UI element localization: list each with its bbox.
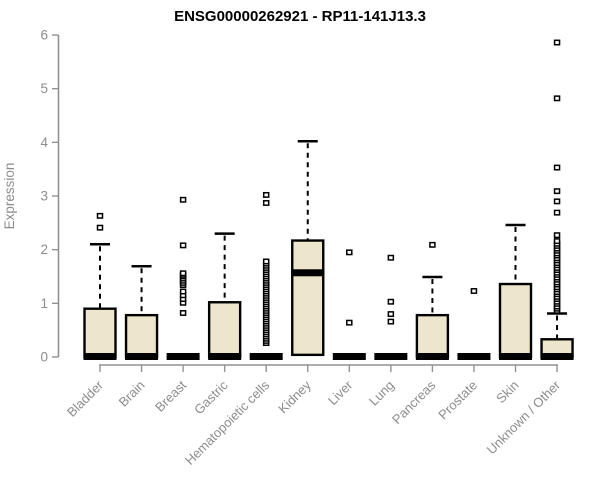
- outlier-point: [179, 196, 187, 203]
- outlier-point: [262, 191, 270, 198]
- outlier-point: [429, 241, 436, 248]
- y-axis-label: Expression: [2, 163, 17, 230]
- box-bladder: [83, 307, 117, 359]
- outlier-point: [96, 212, 104, 219]
- outlier-point: [553, 39, 561, 46]
- outlier-point: [262, 258, 270, 265]
- y-tick-label: 3: [40, 189, 48, 204]
- box-brain: [124, 313, 159, 359]
- outlier-point: [346, 319, 353, 326]
- y-tick-label: 5: [40, 81, 48, 96]
- x-tick-label: Brain: [116, 378, 148, 410]
- outlier-point: [553, 198, 561, 205]
- x-tick-label: Prostate: [435, 378, 480, 423]
- y-tick-label: 4: [40, 135, 48, 150]
- median-line: [374, 353, 408, 360]
- box-kidney: [291, 239, 325, 357]
- outlier-point: [387, 318, 395, 325]
- outlier-point: [553, 188, 561, 195]
- median-line: [83, 353, 117, 360]
- x-tick-label: Breast: [152, 377, 189, 414]
- median-line: [499, 353, 532, 360]
- outlier-point: [179, 242, 187, 249]
- y-tick-label: 1: [40, 296, 48, 311]
- box-gastric: [207, 301, 242, 359]
- outlier-point: [553, 232, 561, 239]
- outlier-point: [553, 95, 561, 102]
- outlier-point: [96, 224, 104, 231]
- chart-title: ENSG00000262921 - RP11-141J13.3: [174, 8, 426, 25]
- median-line: [332, 353, 366, 360]
- x-tick-label: Gastric: [191, 377, 231, 417]
- x-tick-label: Unknown / Other: [484, 377, 564, 457]
- median-line: [125, 353, 159, 360]
- x-tick-label: Pancreas: [389, 377, 439, 427]
- box-pancreas: [415, 313, 450, 359]
- outlier-point: [387, 311, 395, 318]
- outlier-point: [553, 238, 561, 245]
- x-tick-label: Bladder: [64, 377, 107, 420]
- median-line: [249, 353, 283, 360]
- x-tick-label: Skin: [493, 378, 521, 406]
- outlier-point: [470, 288, 478, 294]
- median-line: [166, 353, 200, 360]
- x-tick-label: Kidney: [275, 377, 314, 416]
- x-tick-label: Liver: [325, 377, 356, 408]
- median-line: [291, 269, 325, 277]
- outlier-point: [553, 209, 561, 216]
- median-line: [540, 353, 574, 360]
- outlier-point: [262, 200, 270, 206]
- outlier-point: [553, 164, 561, 171]
- y-tick-label: 0: [40, 350, 48, 365]
- median-line: [415, 353, 449, 360]
- y-tick-label: 6: [40, 28, 48, 43]
- median-line: [457, 353, 491, 360]
- outlier-point: [179, 310, 187, 316]
- box-skin: [498, 282, 533, 359]
- outlier-point: [387, 298, 395, 305]
- y-tick-label: 2: [40, 242, 48, 257]
- x-tick-label: Lung: [366, 378, 397, 409]
- outlier-point: [346, 249, 353, 256]
- outlier-point: [179, 288, 187, 295]
- outlier-point: [179, 270, 187, 277]
- outlier-point: [387, 254, 395, 261]
- median-line: [208, 353, 242, 360]
